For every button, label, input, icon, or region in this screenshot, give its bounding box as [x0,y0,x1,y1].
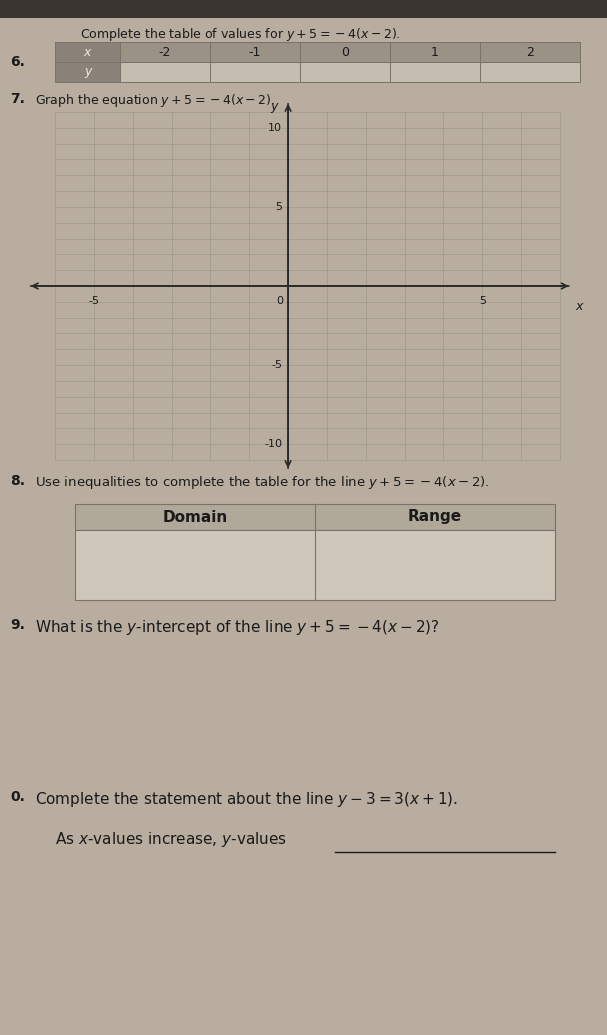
Text: 5: 5 [479,296,486,306]
Text: 0: 0 [341,46,349,59]
Text: -10: -10 [264,439,282,449]
Text: Graph the equation $y + 5 = -4(x - 2)$.: Graph the equation $y + 5 = -4(x - 2)$. [35,92,276,109]
Text: As $x$-values increase, $y$-values: As $x$-values increase, $y$-values [55,830,287,849]
Text: y: y [84,65,91,79]
Text: 0.: 0. [10,790,25,804]
Bar [75,530,555,600]
Text: 10: 10 [268,123,282,132]
Bar [55,42,580,62]
Text: -1: -1 [249,46,261,59]
Text: -5: -5 [89,296,100,306]
Text: Complete the statement about the line $y - 3 = 3(x + 1)$.: Complete the statement about the line $y… [35,790,458,809]
Bar [55,42,120,82]
Text: y: y [271,100,278,113]
Text: x: x [84,46,91,59]
Text: 9.: 9. [10,618,25,632]
Text: Range: Range [408,509,462,525]
Text: What is the $y$-intercept of the line $y + 5 = -4(x - 2)$?: What is the $y$-intercept of the line $y… [35,618,440,637]
Text: x: x [575,300,583,313]
Text: -2: -2 [159,46,171,59]
Text: 2: 2 [526,46,534,59]
Text: 5: 5 [275,202,282,212]
Text: 1: 1 [431,46,439,59]
Text: Use inequalities to complete the table for the line $y + 5 = -4(x - 2)$.: Use inequalities to complete the table f… [35,474,490,491]
Text: 8.: 8. [10,474,25,487]
Bar [0,0,607,18]
Text: 6.: 6. [10,55,25,69]
Text: Complete the table of values for $y + 5 = -4(x - 2)$.: Complete the table of values for $y + 5 … [80,26,401,43]
Bar [55,62,580,82]
Text: 0: 0 [277,296,283,306]
Text: -5: -5 [271,360,282,371]
Text: Domain: Domain [163,509,228,525]
Text: 7.: 7. [10,92,25,106]
Bar [55,112,560,460]
Bar [75,504,555,530]
